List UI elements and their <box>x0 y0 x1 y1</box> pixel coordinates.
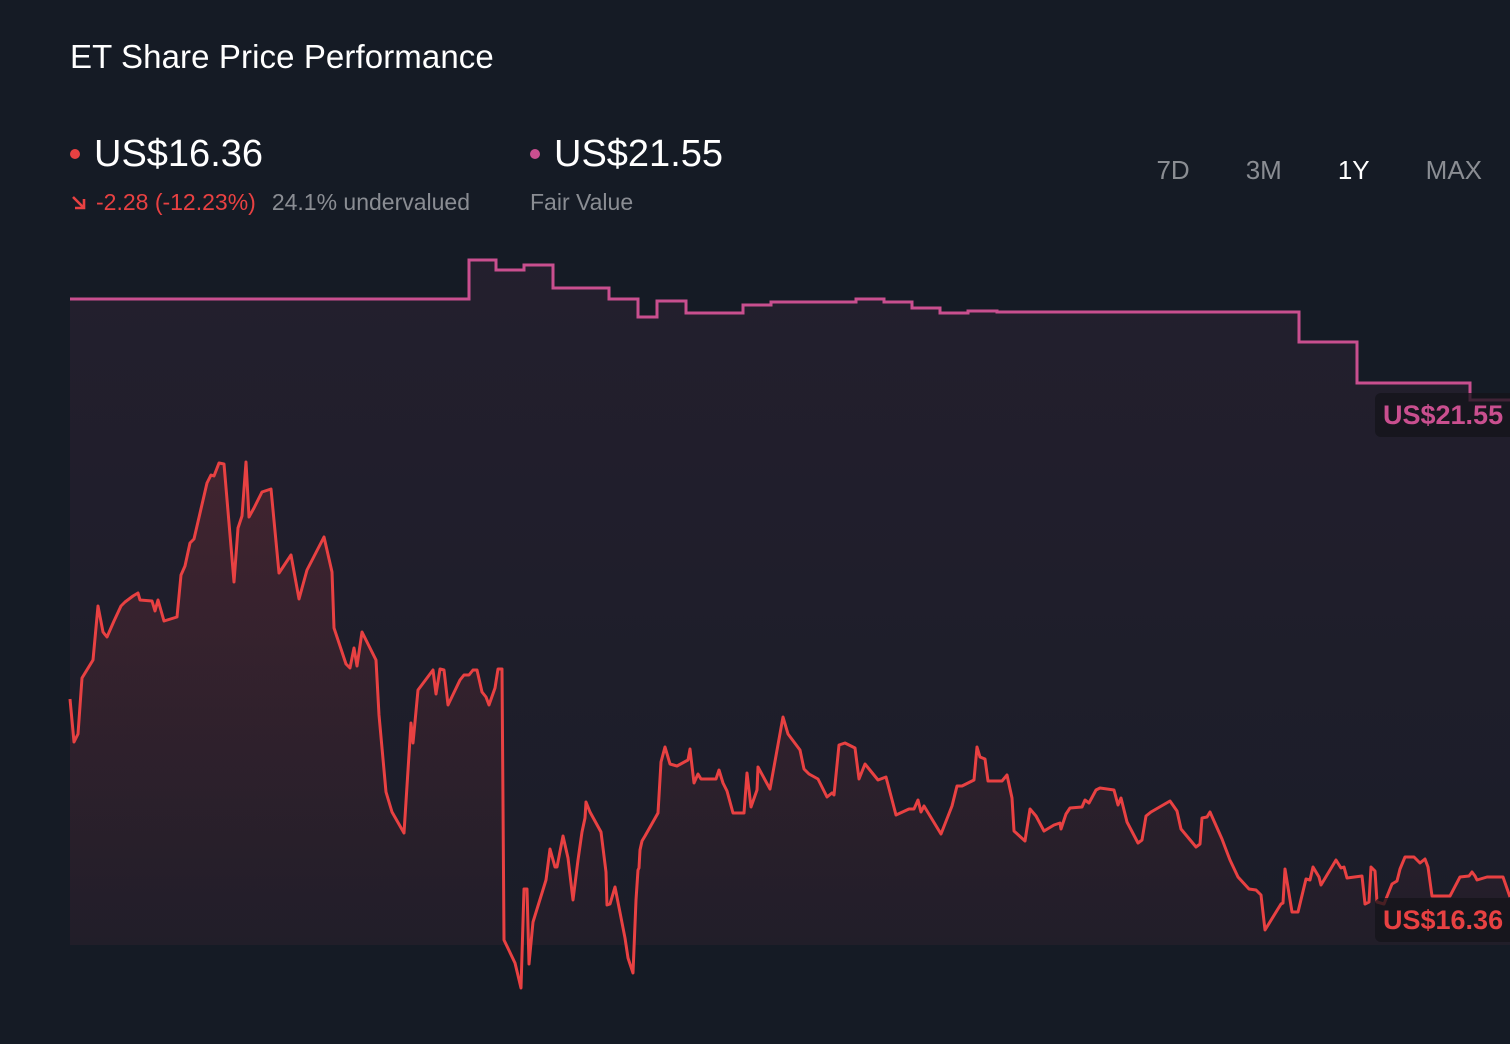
current-price-stat: US$16.36 -2.28 (-12.23%) 24.1% undervalu… <box>70 132 470 216</box>
fair-value-label: Fair Value <box>530 189 634 215</box>
fair-value-line <box>70 258 1510 402</box>
tab-max[interactable]: MAX <box>1425 155 1482 185</box>
tab-1y[interactable]: 1Y <box>1337 155 1370 185</box>
valuation-status: 24.1% undervalued <box>271 189 471 215</box>
price-area <box>70 462 1510 988</box>
arrow-down-right-icon <box>72 195 86 209</box>
page-title: ET Share Price Performance <box>70 38 494 75</box>
fair-value-stat: US$21.55 Fair Value <box>530 132 723 216</box>
tab-3m[interactable]: 3M <box>1245 155 1282 185</box>
fair-value-tag: US$21.55 <box>1375 393 1510 437</box>
fair-value: US$21.55 <box>554 132 724 175</box>
price-legend-dot <box>70 149 80 159</box>
current-price: US$16.36 <box>94 132 264 175</box>
range-tabs: 7D 3M 1Y MAX <box>1100 155 1482 186</box>
price-tag: US$16.36 <box>1375 898 1510 942</box>
fair-value-legend-dot <box>530 149 540 159</box>
price-change: -2.28 (-12.23%) <box>70 189 256 216</box>
price-change-value: -2.28 (-12.23%) <box>96 189 256 215</box>
price-line <box>68 460 1510 990</box>
tab-7d[interactable]: 7D <box>1156 155 1190 185</box>
